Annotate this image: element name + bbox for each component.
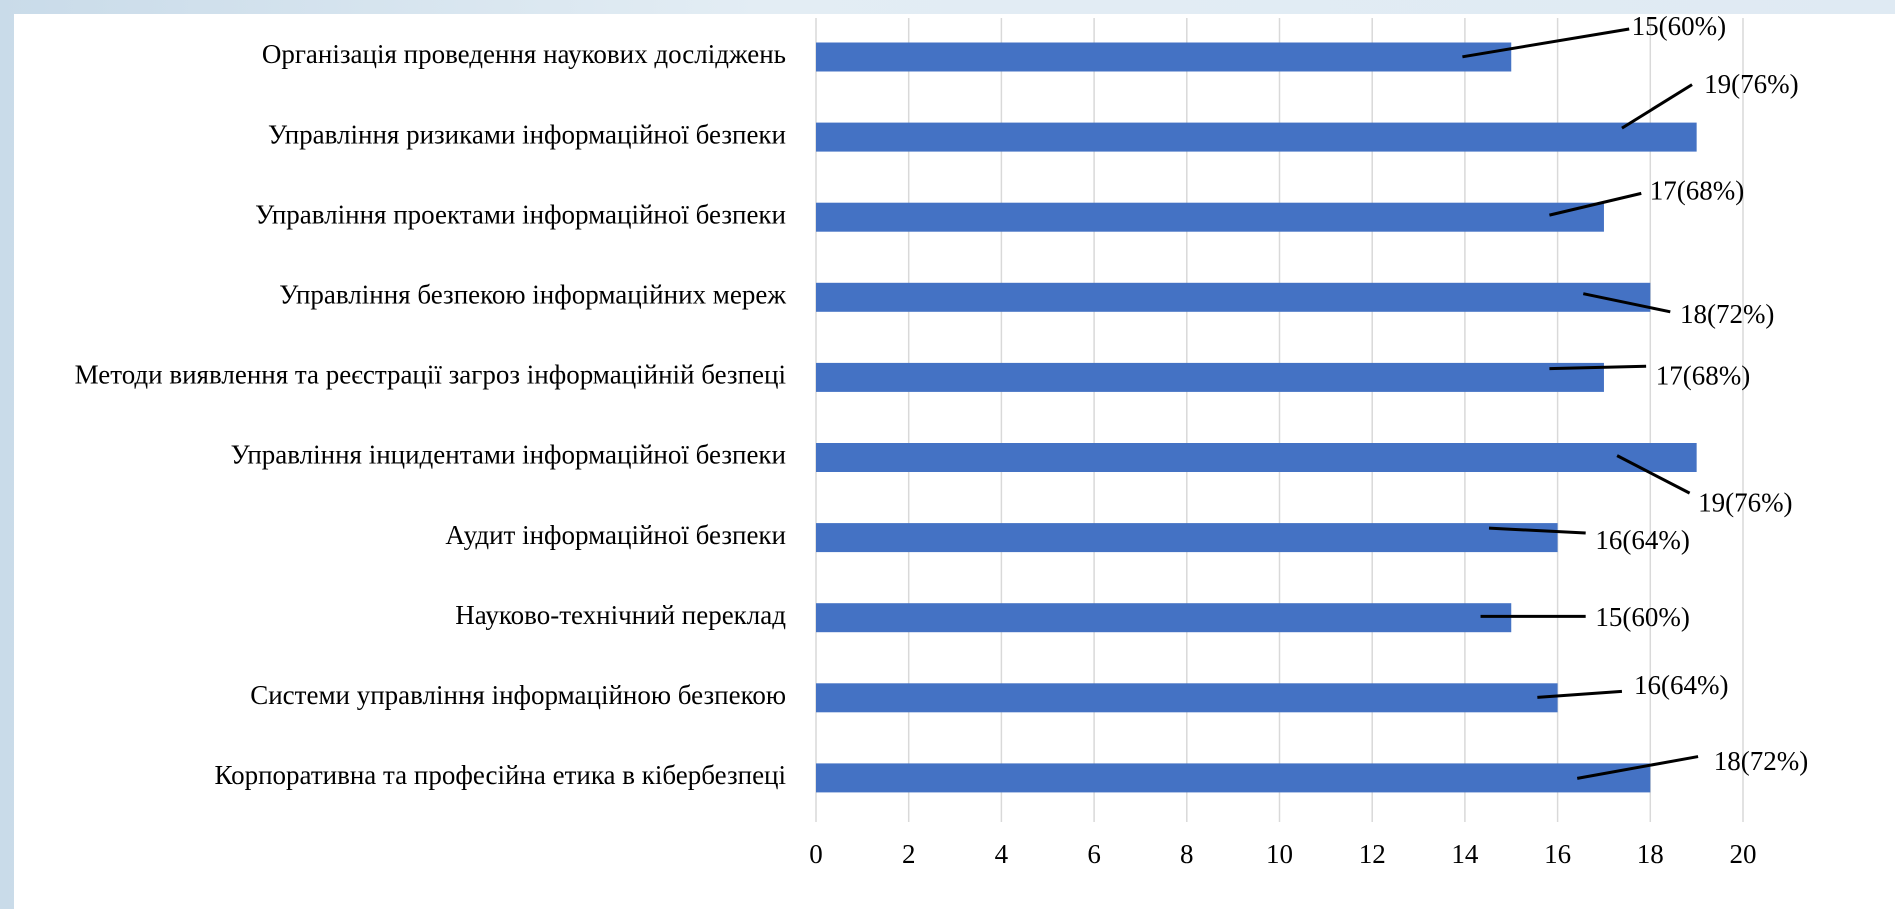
- leader-line: [1576, 755, 1699, 780]
- bar: [816, 683, 1558, 713]
- leader-line: [1621, 83, 1693, 130]
- leader-line: [1616, 454, 1691, 495]
- leader-line: [1549, 364, 1647, 371]
- y-tick-label: Методи виявлення та реєстрації загроз ін…: [75, 360, 786, 390]
- data-label: 19(76%): [1698, 487, 1792, 517]
- x-tick-label: 16: [1544, 839, 1571, 869]
- bar: [816, 42, 1512, 72]
- x-tick-label: 0: [809, 839, 823, 869]
- data-label: 15(60%): [1595, 602, 1689, 632]
- x-tick-label: 4: [995, 839, 1009, 869]
- bar: [816, 122, 1697, 152]
- data-label: 18(72%): [1680, 299, 1774, 329]
- y-tick-label: Аудит інформаційної безпеки: [445, 520, 786, 550]
- bar: [816, 763, 1651, 793]
- x-tick-label: 10: [1266, 839, 1293, 869]
- data-label: 19(76%): [1704, 69, 1798, 99]
- leader-line: [1549, 191, 1642, 217]
- x-tick-label: 14: [1451, 839, 1479, 869]
- data-label: 17(68%): [1656, 360, 1750, 390]
- bar: [816, 443, 1697, 472]
- bar: [816, 202, 1604, 232]
- leader-line: [1582, 292, 1671, 314]
- data-label: 17(68%): [1650, 176, 1744, 206]
- leader-line: [1462, 27, 1630, 59]
- x-tick-label: 6: [1087, 839, 1101, 869]
- bar: [816, 282, 1651, 312]
- y-tick-label: Організація проведення наукових дослідже…: [262, 39, 786, 69]
- x-tick-label: 2: [902, 839, 916, 869]
- y-tick-label: Системи управління інформаційною безпеко…: [250, 680, 786, 710]
- x-tick-label: 20: [1730, 839, 1757, 869]
- data-label: 18(72%): [1714, 746, 1808, 776]
- leader-line: [1488, 526, 1586, 535]
- y-tick-label: Управління проектами інформаційної безпе…: [255, 199, 786, 229]
- x-tick-label: 12: [1359, 839, 1386, 869]
- x-tick-label: 18: [1637, 839, 1664, 869]
- y-tick-label: Управління інцидентами інформаційної без…: [231, 440, 786, 470]
- bar: [816, 523, 1558, 553]
- x-tick-label: 8: [1180, 839, 1194, 869]
- y-tick-label: Управління ризиками інформаційної безпек…: [268, 119, 786, 149]
- y-tick-label: Корпоративна та професійна етика в кібер…: [214, 760, 786, 790]
- data-label: 15(60%): [1632, 11, 1726, 41]
- data-label: 16(64%): [1595, 525, 1689, 555]
- bar: [816, 603, 1512, 633]
- data-label: 16(64%): [1634, 670, 1728, 700]
- bar: [816, 362, 1604, 392]
- y-tick-label: Науково-технічний переклад: [455, 600, 786, 630]
- leader-line: [1537, 689, 1623, 699]
- y-tick-label: Управління безпекою інформаційних мереж: [279, 280, 786, 310]
